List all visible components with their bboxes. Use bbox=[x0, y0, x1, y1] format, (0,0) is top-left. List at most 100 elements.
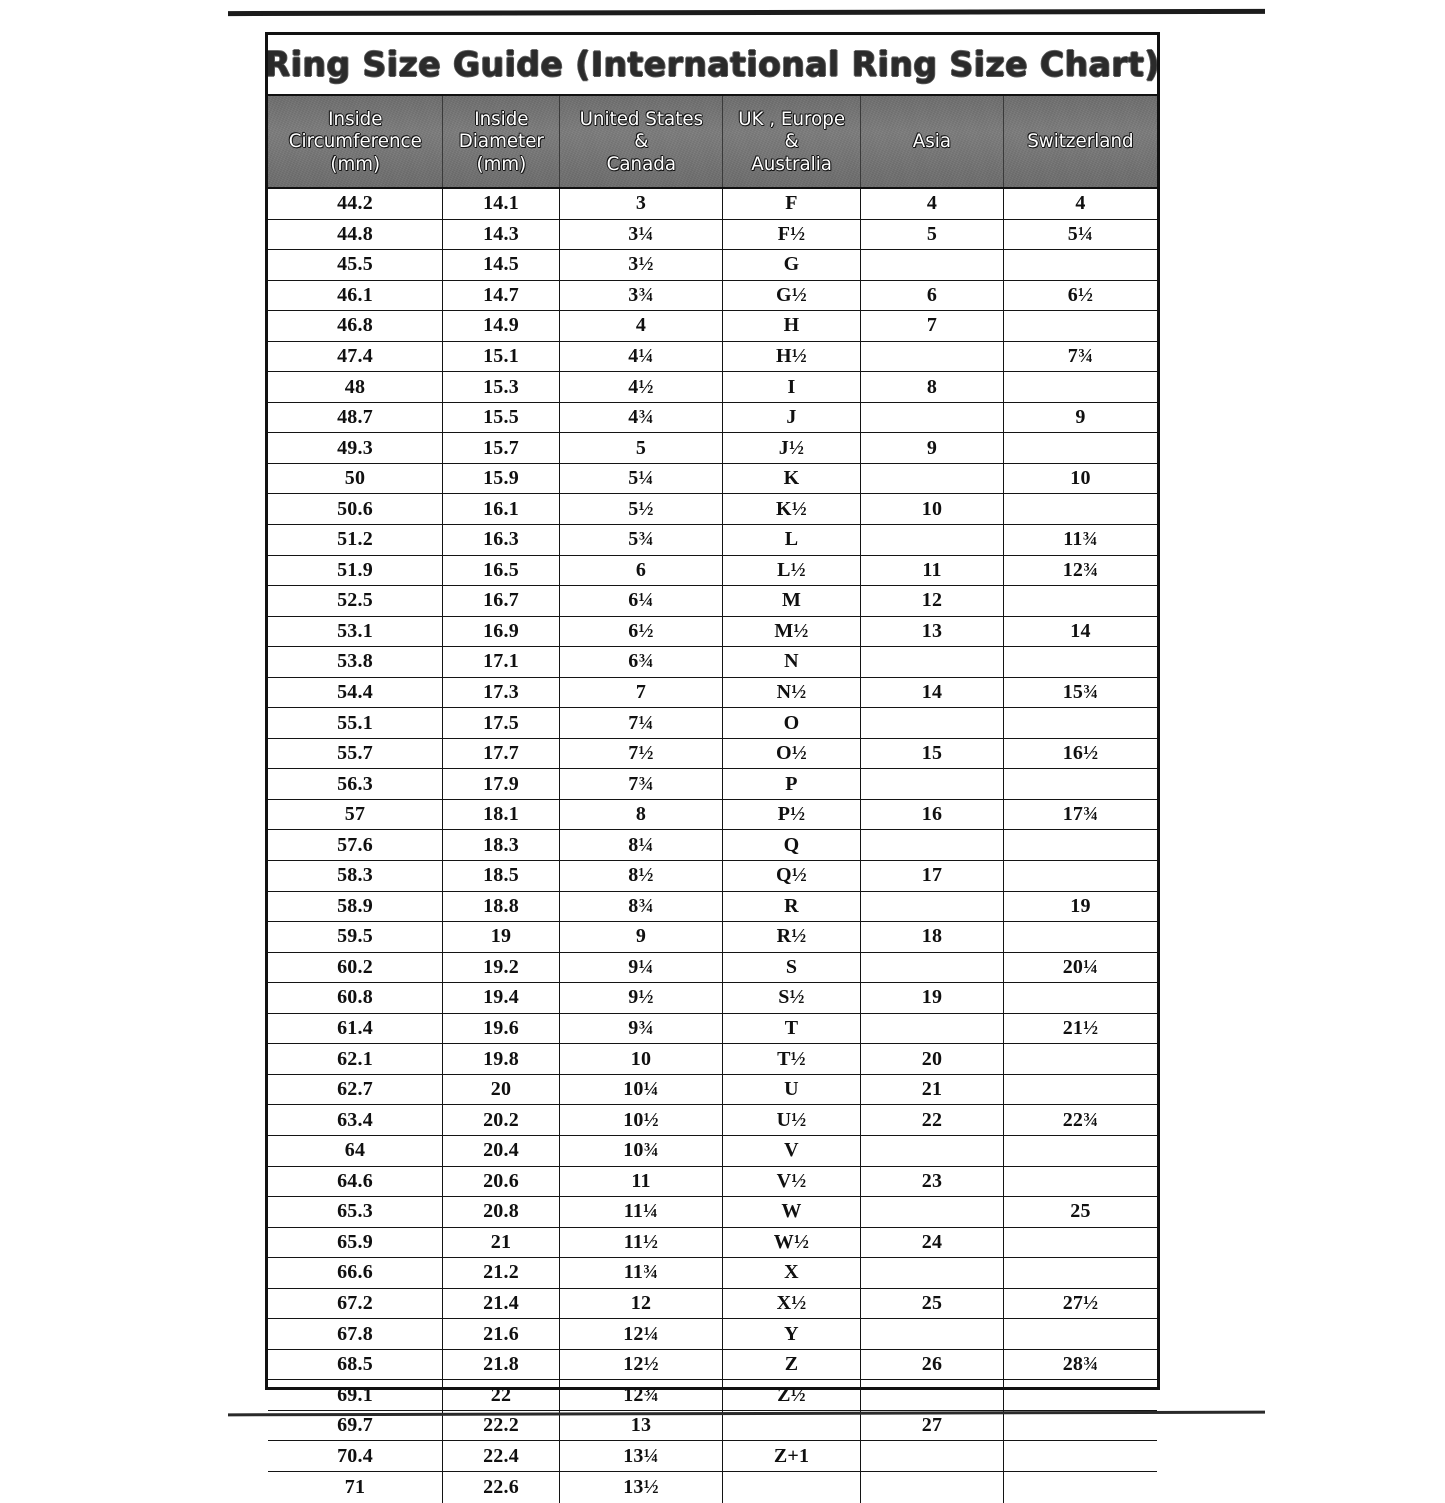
table-cell: Q½ bbox=[723, 861, 861, 891]
table-cell: 16.7 bbox=[443, 586, 560, 616]
table-cell: 14 bbox=[861, 677, 1004, 708]
table-cell: 19.4 bbox=[443, 983, 560, 1013]
table-cell: 15.3 bbox=[443, 372, 560, 402]
table-row: 48.7 15.5 4¾ J 9 bbox=[268, 402, 1157, 434]
table-cell bbox=[861, 525, 1004, 555]
table-row: 53.8 17.1 6¾ N bbox=[268, 647, 1157, 678]
table-cell: 20.6 bbox=[443, 1166, 560, 1197]
table-cell: 13 bbox=[861, 616, 1004, 647]
table-cell: 21.2 bbox=[443, 1258, 560, 1288]
table-cell: 4½ bbox=[560, 372, 723, 402]
table-cell: H bbox=[723, 311, 861, 341]
table-cell: 60.8 bbox=[268, 983, 443, 1013]
table-cell: Z+1 bbox=[723, 1441, 861, 1471]
table-cell: 44.2 bbox=[268, 189, 443, 219]
table-row: 65.3 20.8 11¼ W 25 bbox=[268, 1197, 1157, 1228]
table-cell bbox=[861, 891, 1004, 922]
table-cell: 44.8 bbox=[268, 219, 443, 250]
table-cell: 8½ bbox=[560, 861, 723, 891]
table-cell: K½ bbox=[723, 494, 861, 525]
table-cell: 20.2 bbox=[443, 1105, 560, 1135]
table-cell: 64 bbox=[268, 1135, 443, 1166]
table-cell: 12½ bbox=[560, 1349, 723, 1380]
table-cell: 15.5 bbox=[443, 402, 560, 433]
table-cell: H½ bbox=[723, 341, 861, 372]
table-cell: 11¼ bbox=[560, 1197, 723, 1227]
table-row: 69.7 22.2 13 27 bbox=[268, 1410, 1157, 1442]
table-cell: 16.5 bbox=[443, 555, 560, 586]
table-cell: Q bbox=[723, 830, 861, 861]
table-cell bbox=[1004, 769, 1157, 799]
column-header-label: Inside Circumference (mm) bbox=[288, 107, 422, 175]
table-cell: 46.8 bbox=[268, 311, 443, 341]
table-cell: X½ bbox=[723, 1288, 861, 1319]
table-cell: R½ bbox=[723, 922, 861, 952]
table-cell: 14.9 bbox=[443, 311, 560, 341]
table-cell: 48.7 bbox=[268, 402, 443, 433]
table-cell: Z½ bbox=[723, 1380, 861, 1410]
table-cell: 12 bbox=[861, 586, 1004, 616]
table-body: 44.2 14.1 3 F 4 4 44.8 14.3 3¼ F½ 5 5¼ 45.5 14.5 3½ G 46… bbox=[268, 189, 1157, 1503]
ring-size-chart-table: Ring Size Guide (International Ring Size… bbox=[265, 32, 1160, 1503]
table-cell: 27 bbox=[861, 1410, 1004, 1441]
table-cell: 7 bbox=[560, 677, 723, 708]
table-cell bbox=[723, 1410, 861, 1441]
table-cell: 3¾ bbox=[560, 280, 723, 311]
table-row: 66.6 21.2 11¾ X bbox=[268, 1258, 1157, 1289]
table-cell: 17.9 bbox=[443, 769, 560, 799]
table-cell: 50.6 bbox=[268, 494, 443, 525]
table-cell: 3½ bbox=[560, 250, 723, 280]
table-cell: 12¾ bbox=[1062, 558, 1099, 581]
table-cell bbox=[1004, 1472, 1157, 1503]
table-row: 48 15.3 4½ I 8 bbox=[268, 372, 1157, 403]
table-cell bbox=[1004, 922, 1157, 952]
table-cell: 22 bbox=[861, 1105, 1004, 1135]
table-cell bbox=[861, 463, 1004, 494]
table-cell bbox=[861, 952, 1004, 983]
column-header-label: Asia bbox=[912, 130, 952, 153]
table-cell: 13 bbox=[560, 1410, 723, 1441]
table-cell: 15.9 bbox=[443, 463, 560, 494]
table-cell: 65.9 bbox=[268, 1227, 443, 1258]
table-cell: 67.2 bbox=[268, 1288, 443, 1319]
table-row: 56.3 17.9 7¾ P bbox=[268, 769, 1157, 800]
table-cell: 46.1 bbox=[268, 280, 443, 311]
table-cell: 20 bbox=[443, 1074, 560, 1105]
table-cell: 14.1 bbox=[443, 189, 560, 219]
table-cell: 26 bbox=[861, 1349, 1004, 1380]
column-header-label: Switzerland bbox=[1027, 130, 1134, 153]
table-cell: N½ bbox=[723, 677, 861, 708]
table-cell: 20.8 bbox=[443, 1197, 560, 1227]
table-cell: 11 bbox=[560, 1166, 723, 1197]
table-cell: X bbox=[723, 1258, 861, 1288]
table-cell: 5¼ bbox=[1067, 222, 1094, 245]
table-cell: 62.7 bbox=[268, 1074, 443, 1105]
table-cell: 8 bbox=[861, 372, 1004, 402]
table-cell: 7¼ bbox=[560, 708, 723, 738]
table-cell: 13¼ bbox=[560, 1441, 723, 1471]
table-cell: 55.1 bbox=[268, 708, 443, 738]
table-cell: 19 bbox=[861, 983, 1004, 1013]
table-row: 68.5 21.8 12½ Z 26 28¾ bbox=[268, 1349, 1157, 1381]
table-cell: 15.7 bbox=[443, 433, 560, 463]
table-cell: 51.2 bbox=[268, 525, 443, 555]
table-cell: 12 bbox=[560, 1288, 723, 1319]
table-cell: 16.9 bbox=[443, 616, 560, 647]
table-cell: 18.3 bbox=[443, 830, 560, 861]
table-row: 44.2 14.1 3 F 4 4 bbox=[268, 189, 1157, 220]
table-cell: M bbox=[723, 586, 861, 616]
table-cell: T½ bbox=[723, 1044, 861, 1074]
table-cell: 3¼ bbox=[560, 219, 723, 250]
table-cell bbox=[1004, 1441, 1157, 1471]
table-cell: 6 bbox=[861, 280, 1004, 311]
table-cell bbox=[1004, 1044, 1157, 1074]
table-cell bbox=[1004, 1258, 1157, 1288]
table-cell: 25 bbox=[1070, 1200, 1091, 1223]
table-cell: V bbox=[723, 1135, 861, 1166]
table-cell: 49.3 bbox=[268, 433, 443, 463]
table-cell: 23 bbox=[861, 1166, 1004, 1197]
table-cell: 7 bbox=[861, 311, 1004, 341]
table-row: 55.1 17.5 7¼ O bbox=[268, 708, 1157, 739]
table-cell: 28¾ bbox=[1062, 1353, 1099, 1376]
table-cell bbox=[1004, 1136, 1157, 1166]
